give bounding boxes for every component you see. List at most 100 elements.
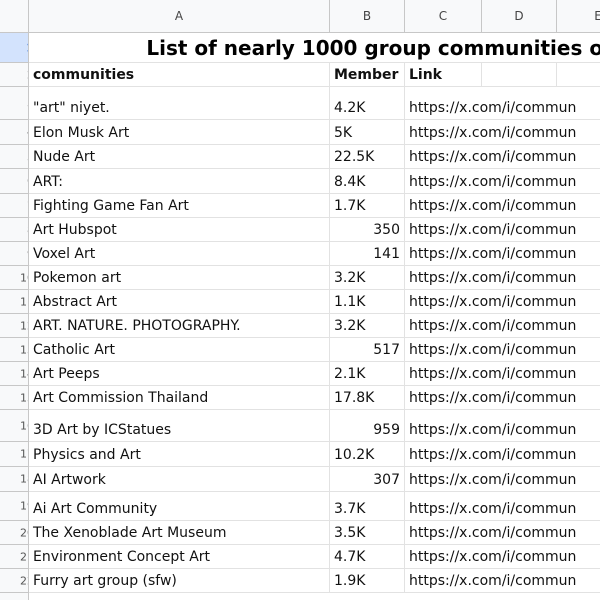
row-header[interactable]: 4 <box>0 120 29 145</box>
link-cell[interactable]: https://x.com/i/commun <box>405 386 600 410</box>
column-header-a[interactable]: A <box>29 0 330 33</box>
member-count-cell[interactable]: 1.7K <box>330 194 405 218</box>
community-name-cell[interactable]: Environment Concept Art <box>29 545 330 569</box>
member-count-cell[interactable]: 3.7K <box>330 492 405 521</box>
community-name-cell[interactable]: ART. NATURE. PHOTOGRAPHY. <box>29 314 330 338</box>
link-cell[interactable]: https://x.com/i/commun <box>405 467 600 492</box>
row-header[interactable]: 20 <box>0 521 29 545</box>
column-header-c[interactable]: C <box>405 0 482 33</box>
row-number: 7 <box>27 199 28 212</box>
member-count-cell[interactable]: 3.2K <box>330 314 405 338</box>
column-header-d[interactable]: D <box>482 0 557 33</box>
sheet-title[interactable]: List of nearly 1000 group communities on… <box>29 33 600 63</box>
member-count-cell[interactable]: 350 <box>330 218 405 242</box>
community-name-cell[interactable]: Catholic Art <box>29 338 330 362</box>
member-count-cell[interactable]: 5K <box>330 120 405 145</box>
row-header[interactable]: 9 <box>0 242 29 266</box>
link-cell[interactable]: https://x.com/i/commun <box>405 169 600 194</box>
member-count-cell[interactable]: 959 <box>330 410 405 442</box>
community-name-cell[interactable]: Abstract Art <box>29 290 330 314</box>
community-name-cell[interactable]: Physics and Art <box>29 442 330 467</box>
row-header[interactable]: 12 <box>0 314 29 338</box>
row-number: 9 <box>27 247 28 260</box>
empty-cell[interactable] <box>482 63 557 87</box>
row-header[interactable]: 2 <box>0 63 29 87</box>
row-header[interactable]: 19 <box>0 492 29 521</box>
row-header[interactable]: 16 <box>0 410 29 442</box>
link-cell[interactable]: https://x.com/i/commun <box>405 242 600 266</box>
member-count-cell[interactable]: 307 <box>330 467 405 492</box>
row-header[interactable]: 5 <box>0 145 29 169</box>
member-count-cell[interactable]: 4.2K <box>330 87 405 120</box>
community-name-cell[interactable]: Art Commission Thailand <box>29 386 330 410</box>
column-header-b[interactable]: B <box>330 0 405 33</box>
community-name-cell[interactable]: Pokemon art <box>29 266 330 290</box>
header-member[interactable]: Member <box>330 63 405 87</box>
community-name-cell[interactable]: Art Hubspot <box>29 218 330 242</box>
header-communities[interactable]: communities <box>29 63 330 87</box>
member-count-cell[interactable]: 1.9K <box>330 569 405 593</box>
community-name-cell[interactable]: Voxel Art <box>29 242 330 266</box>
link-cell[interactable]: https://x.com/i/commun <box>405 120 600 145</box>
community-name-cell[interactable]: Art Peeps <box>29 362 330 386</box>
row-header[interactable]: 14 <box>0 362 29 386</box>
link-cell[interactable]: https://x.com/i/commun <box>405 194 600 218</box>
member-count-cell[interactable]: 22.5K <box>330 145 405 169</box>
link-cell[interactable]: https://x.com/i/commun <box>405 410 600 442</box>
member-count-cell[interactable]: 17.8K <box>330 386 405 410</box>
link-cell[interactable]: https://x.com/i/commun <box>405 521 600 545</box>
row-header[interactable]: 10 <box>0 266 29 290</box>
link-cell[interactable]: https://x.com/i/commun <box>405 290 600 314</box>
link-cell[interactable]: https://x.com/i/commun <box>405 492 600 521</box>
link-cell[interactable]: https://x.com/i/commun <box>405 87 600 120</box>
row-header[interactable]: 21 <box>0 545 29 569</box>
row-header[interactable]: 8 <box>0 218 29 242</box>
member-count-cell[interactable]: 1.1K <box>330 290 405 314</box>
link-cell[interactable]: https://x.com/i/commun <box>405 266 600 290</box>
row-header[interactable]: 3 <box>0 593 29 600</box>
row-header[interactable]: 18 <box>0 467 29 492</box>
community-name-cell[interactable]: Elon Musk Art <box>29 120 330 145</box>
member-count-cell[interactable]: 10.2K <box>330 442 405 467</box>
community-name-cell[interactable]: Ai Art Community <box>29 492 330 521</box>
link-cell[interactable]: https://x.com/i/commun <box>405 338 600 362</box>
row-header[interactable]: 7 <box>0 194 29 218</box>
member-count-cell[interactable]: 3.5K <box>330 521 405 545</box>
row-number: 19 <box>20 499 28 513</box>
link-cell[interactable]: https://x.com/i/commun <box>405 218 600 242</box>
row-header[interactable]: 13 <box>0 338 29 362</box>
member-count-cell[interactable]: 3.2K <box>330 266 405 290</box>
member-count-cell[interactable]: 4.7K <box>330 545 405 569</box>
community-name-cell[interactable]: "art" niyet. <box>29 87 330 120</box>
community-name-cell[interactable]: Nude Art <box>29 145 330 169</box>
header-link[interactable]: Link <box>405 63 482 87</box>
community-name-cell[interactable]: ART: <box>29 169 330 194</box>
select-all-corner[interactable] <box>0 0 29 33</box>
row-header[interactable]: 1 <box>0 33 29 63</box>
community-name-cell[interactable]: AI Artwork <box>29 467 330 492</box>
row-header[interactable]: 17 <box>0 442 29 467</box>
member-count-cell[interactable]: 141 <box>330 242 405 266</box>
community-name-cell[interactable]: Fighting Game Fan Art <box>29 194 330 218</box>
row-header[interactable]: 6 <box>0 169 29 194</box>
row-header[interactable]: 11 <box>0 290 29 314</box>
row-header[interactable]: 22 <box>0 569 29 593</box>
community-name-cell[interactable]: Furry art group (sfw) <box>29 569 330 593</box>
column-header-e[interactable]: E <box>557 0 600 33</box>
member-count-cell[interactable]: 8.4K <box>330 169 405 194</box>
empty-cell[interactable] <box>557 63 600 87</box>
row-header[interactable]: 3 <box>0 87 29 120</box>
link-cell[interactable]: https://x.com/i/commun <box>405 362 600 386</box>
member-count-cell[interactable]: 517 <box>330 338 405 362</box>
member-count-cell[interactable]: 2.1K <box>330 362 405 386</box>
link-cell[interactable]: https://x.com/i/commun <box>405 314 600 338</box>
community-name-cell[interactable]: The Xenoblade Art Museum <box>29 521 330 545</box>
row-header[interactable]: 15 <box>0 386 29 410</box>
link-cell[interactable]: https://x.com/i/commun <box>405 145 600 169</box>
link-cell[interactable]: https://x.com/i/commun <box>405 545 600 569</box>
link-cell[interactable]: https://x.com/i/commun <box>405 569 600 593</box>
link-cell[interactable]: https://x.com/i/commun <box>405 442 600 467</box>
row-number: 12 <box>20 319 28 332</box>
community-name-cell[interactable]: 3D Art by ICStatues <box>29 410 330 442</box>
